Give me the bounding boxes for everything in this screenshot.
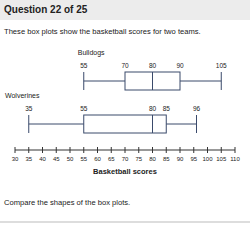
min-cap <box>28 115 29 133</box>
x-tick <box>97 147 98 153</box>
whisker-low <box>84 81 125 82</box>
data-label: 35 <box>25 105 33 112</box>
data-label: 55 <box>80 105 88 112</box>
x-tick-label: 40 <box>39 156 46 162</box>
x-tick-label: 60 <box>94 156 101 162</box>
median <box>152 72 153 90</box>
min-cap <box>83 72 84 90</box>
x-tick-label: 105 <box>216 156 227 162</box>
x-tick <box>166 147 167 153</box>
title: Question 22 of 25 <box>4 4 88 15</box>
whisker-high <box>166 124 196 125</box>
x-tick-label: 45 <box>53 156 60 162</box>
x-tick <box>125 147 126 153</box>
x-tick <box>138 147 139 153</box>
x-tick <box>83 147 84 153</box>
box <box>84 115 167 133</box>
x-tick <box>235 147 236 153</box>
x-tick <box>15 147 16 153</box>
box <box>125 72 180 90</box>
x-tick <box>193 147 194 153</box>
whisker-low <box>29 124 84 125</box>
data-label: 85 <box>163 105 171 112</box>
data-label: 80 <box>149 105 157 112</box>
x-tick <box>70 147 71 153</box>
x-tick-label: 85 <box>163 156 170 162</box>
subtitle: These box plots show the basketball scor… <box>4 27 201 36</box>
x-tick <box>207 147 208 153</box>
header-band <box>0 0 250 20</box>
x-tick <box>111 147 112 153</box>
data-label: 105 <box>216 62 227 69</box>
data-label: 96 <box>193 105 201 112</box>
series-name: Bulldogs <box>78 49 105 57</box>
x-tick <box>152 147 153 153</box>
data-label: 90 <box>176 62 184 69</box>
divider <box>0 222 250 223</box>
data-label: 70 <box>121 62 129 69</box>
max-cap <box>221 72 222 90</box>
x-tick-label: 65 <box>108 156 115 162</box>
x-tick-label: 110 <box>230 156 240 162</box>
x-tick-label: 90 <box>177 156 184 162</box>
data-label: 55 <box>80 62 88 69</box>
x-tick <box>42 147 43 153</box>
whisker-high <box>180 81 221 82</box>
x-tick-label: 100 <box>202 156 213 162</box>
x-tick-label: 35 <box>25 156 32 162</box>
x-tick <box>221 147 222 153</box>
x-tick-label: 80 <box>149 156 156 162</box>
marks <box>29 72 222 133</box>
background <box>0 0 250 250</box>
x-tick-label: 70 <box>122 156 129 162</box>
data-label: 80 <box>149 62 157 69</box>
x-axis-label: Basketball scores <box>93 167 157 176</box>
x-tick-label: 75 <box>135 156 142 162</box>
chart: Question 22 of 25 These box plots show th… <box>0 0 250 250</box>
x-tick-label: 95 <box>190 156 197 162</box>
x-tick <box>28 147 29 153</box>
max-cap <box>196 115 197 133</box>
x-tick <box>180 147 181 153</box>
annotation: Compare the shapes of the box plots. <box>4 198 130 207</box>
x-tick <box>56 147 57 153</box>
x-tick-label: 55 <box>80 156 87 162</box>
median <box>152 115 153 133</box>
x-tick-label: 50 <box>67 156 74 162</box>
x-tick-label: 30 <box>12 156 19 162</box>
series-name: Wolverines <box>5 92 40 99</box>
